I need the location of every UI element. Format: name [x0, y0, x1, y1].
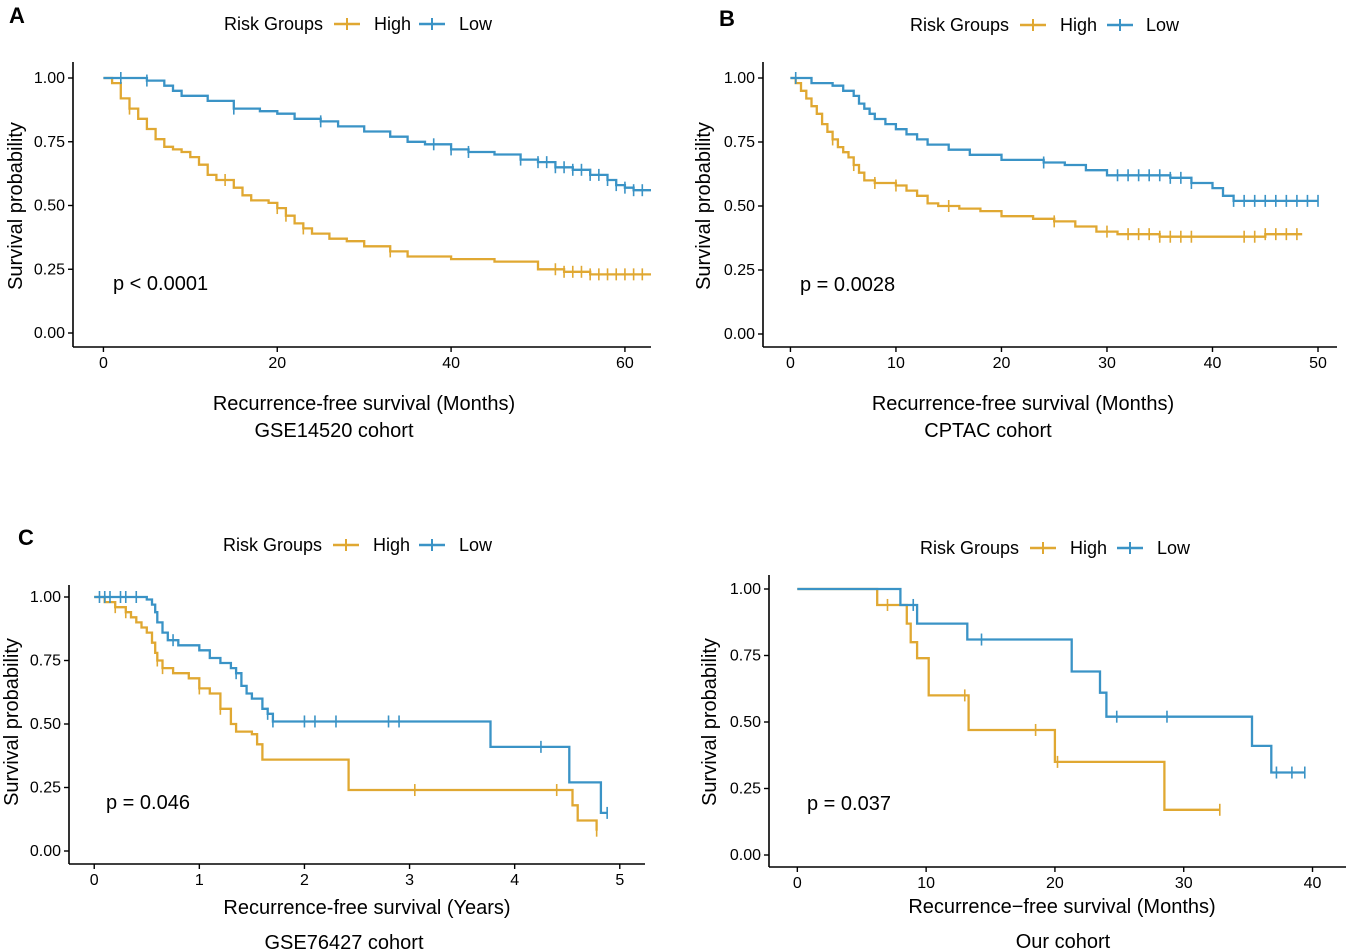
plot-area-a: 0.00 0.25 0.50 0.75 1.00 0 20 40 60 [34, 62, 651, 372]
x-tick-label: 0 [99, 355, 108, 372]
panel-a: A Risk Groups High Low 0.00 0.25 0.50 0.75 1… [5, 3, 651, 442]
km-curve-low [103, 76, 651, 192]
y-tick-label: 1.00 [34, 70, 65, 87]
x-tick-label: 10 [887, 355, 905, 372]
x-axis-title-a: Recurrence-free survival (Months) [213, 393, 515, 415]
legend-title: Risk Groups [920, 538, 1019, 558]
km-curve-high [103, 76, 651, 276]
km-curve-high [94, 595, 598, 831]
panel-letter-a: A [9, 3, 25, 28]
y-tick-label: 0.00 [730, 847, 761, 864]
x-tick-label: 3 [405, 872, 414, 889]
y-tick-label: 0.50 [730, 714, 761, 731]
x-tick-label: 20 [268, 355, 286, 372]
y-tick-label: 1.00 [724, 70, 755, 87]
x-tick-label: 0 [793, 875, 802, 892]
x-tick-label: 40 [442, 355, 460, 372]
km-curve-low [790, 76, 1318, 203]
legend-label-low: Low [1157, 538, 1191, 558]
x-tick-label: 1 [195, 872, 204, 889]
plot-area-c: 0.00 0.25 0.50 0.75 1.00 0 1 2 3 4 5 [30, 585, 645, 889]
y-tick-label: 1.00 [730, 581, 761, 598]
y-axis-title-a: Survival probability [5, 122, 27, 290]
x-tick-label: 40 [1204, 355, 1222, 372]
x-tick-label: 2 [300, 872, 309, 889]
x-tick-label: 40 [1304, 875, 1322, 892]
x-tick-label: 20 [1046, 875, 1064, 892]
cohort-title-d: Our cohort [1016, 931, 1111, 952]
x-tick-label: 0 [786, 355, 795, 372]
legend-title: Risk Groups [224, 14, 323, 34]
y-tick-label: 0.25 [724, 262, 755, 279]
y-axis-title-d: Survival probability [699, 638, 721, 806]
y-tick-label: 0.50 [724, 198, 755, 215]
y-tick-label: 1.00 [30, 589, 61, 606]
legend-label-low: Low [459, 14, 493, 34]
y-tick-label: 0.75 [34, 134, 65, 151]
km-curve-low [797, 587, 1305, 774]
plot-area-d: 0.00 0.25 0.50 0.75 1.00 0 10 20 30 40 [730, 575, 1346, 892]
panel-d: Risk Groups High Low 0.00 0.25 0.50 0.75 1.0… [699, 538, 1346, 952]
panel-letter-c: C [18, 525, 34, 550]
y-axis-title-b: Survival probability [693, 122, 715, 290]
legend-title: Risk Groups [223, 535, 322, 555]
legend-label-high: High [1060, 15, 1097, 35]
y-tick-label: 0.50 [34, 198, 65, 215]
x-tick-label: 20 [993, 355, 1011, 372]
x-tick-label: 30 [1098, 355, 1116, 372]
y-tick-label: 0.75 [724, 134, 755, 151]
y-tick-label: 0.25 [30, 780, 61, 797]
x-axis-title-b: Recurrence-free survival (Months) [872, 393, 1174, 415]
y-tick-label: 0.75 [30, 653, 61, 670]
panel-c: C Risk Groups High Low 0.00 0.25 0.50 0.75 1… [1, 525, 645, 952]
panel-b: B Risk Groups High Low 0.00 0.25 0.50 0.75 1… [693, 6, 1337, 442]
x-axis-title-c: Recurrence-free survival (Years) [223, 897, 510, 919]
p-value-a: p < 0.0001 [113, 273, 208, 295]
x-tick-label: 4 [510, 872, 519, 889]
y-tick-label: 0.75 [730, 648, 761, 665]
x-tick-label: 10 [917, 875, 935, 892]
panel-letter-b: B [719, 6, 735, 31]
cohort-title-b: CPTAC cohort [924, 420, 1052, 442]
legend-label-high: High [374, 14, 411, 34]
p-value-c: p = 0.046 [106, 792, 190, 814]
km-curve-high [797, 587, 1220, 811]
x-tick-label: 30 [1175, 875, 1193, 892]
x-tick-label: 50 [1309, 355, 1327, 372]
p-value-d: p = 0.037 [807, 793, 891, 815]
legend-label-low: Low [459, 535, 493, 555]
y-tick-label: 0.25 [34, 261, 65, 278]
y-axis-title-c: Survival probability [1, 638, 23, 806]
legend-title: Risk Groups [910, 15, 1009, 35]
y-tick-label: 0.50 [30, 716, 61, 733]
p-value-b: p = 0.0028 [800, 274, 895, 296]
km-curve-low [94, 595, 608, 815]
cohort-title-a: GSE14520 cohort [255, 420, 414, 442]
y-tick-label: 0.00 [30, 843, 61, 860]
x-axis-title-d: Recurrence−free survival (Months) [908, 896, 1215, 918]
x-tick-label: 0 [90, 872, 99, 889]
x-tick-label: 5 [615, 872, 624, 889]
y-tick-label: 0.00 [34, 325, 65, 342]
legend-label-high: High [373, 535, 410, 555]
legend-label-low: Low [1146, 15, 1180, 35]
plot-area-b: 0.00 0.25 0.50 0.75 1.00 0 10 20 30 40 50 [724, 62, 1337, 372]
x-tick-label: 60 [616, 355, 634, 372]
legend-label-high: High [1070, 538, 1107, 558]
cohort-title-c: GSE76427 cohort [265, 932, 424, 952]
km-curve-high [790, 76, 1303, 238]
y-tick-label: 0.00 [724, 326, 755, 343]
y-tick-label: 0.25 [730, 781, 761, 798]
